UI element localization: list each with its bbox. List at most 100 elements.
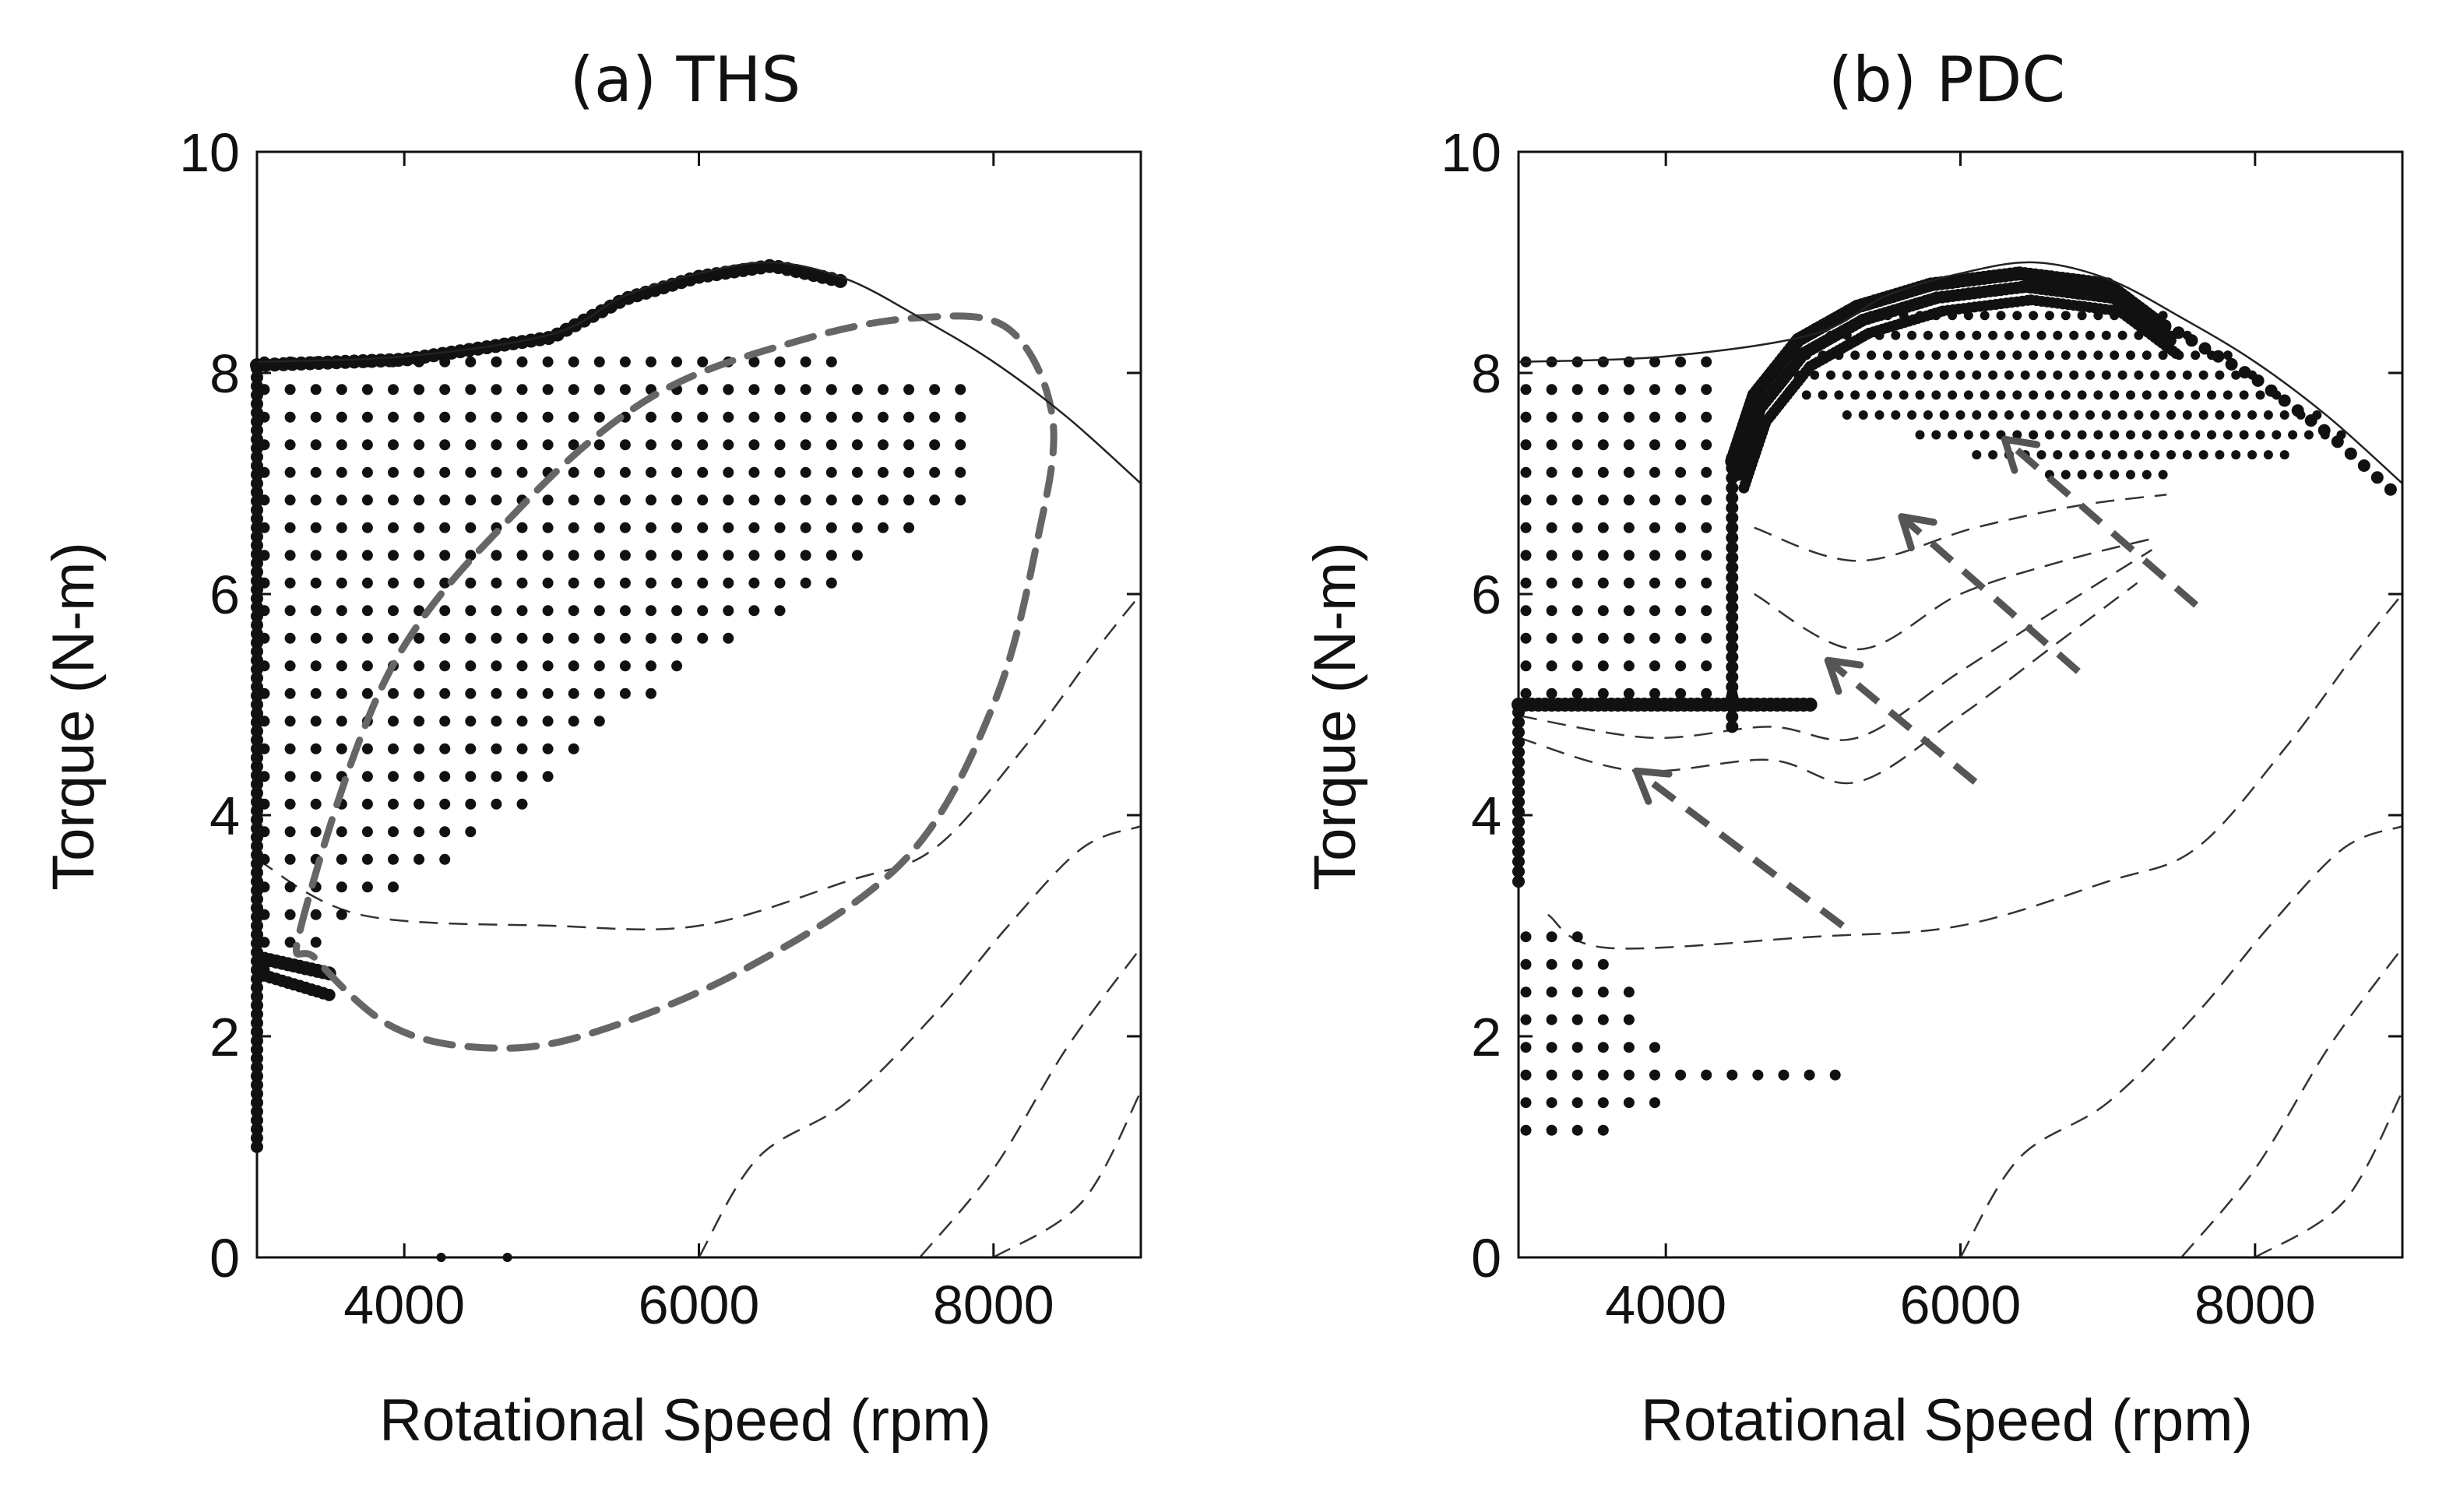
operating-point (1546, 660, 1557, 672)
operating-point (336, 743, 347, 754)
operating-point (2191, 350, 2201, 360)
operating-point (2004, 330, 2014, 340)
operating-point (1939, 370, 1949, 380)
arrow (1898, 513, 2081, 674)
operating-point (465, 743, 477, 754)
operating-point (2255, 390, 2265, 400)
operating-point (1726, 641, 1739, 654)
operating-point (646, 550, 656, 561)
operating-point (800, 356, 811, 367)
operating-point (1623, 986, 1635, 998)
operating-point (284, 522, 296, 533)
operating-point (465, 798, 477, 810)
operating-point (878, 494, 889, 506)
operating-point (1546, 494, 1557, 506)
operating-point (1882, 390, 1892, 400)
operating-point (336, 605, 347, 617)
operating-point (516, 550, 528, 561)
operating-point (2182, 370, 2192, 380)
operating-point (542, 716, 554, 727)
operating-point (1899, 350, 1909, 360)
operating-point (2215, 450, 2225, 460)
operating-point (697, 605, 709, 617)
operating-point (2053, 450, 2063, 460)
operating-point (2231, 410, 2241, 420)
operating-point (1571, 931, 1583, 943)
operating-point (593, 605, 605, 617)
operating-point (361, 522, 373, 533)
operating-point (723, 605, 734, 617)
operating-point (671, 356, 683, 367)
operating-point (1571, 632, 1583, 644)
operating-point (1571, 550, 1583, 561)
operating-point (516, 716, 528, 727)
operating-point (697, 632, 709, 644)
operating-point (929, 384, 941, 396)
operating-point (1520, 605, 1532, 617)
operating-point (439, 771, 451, 782)
operating-point (491, 356, 502, 367)
operating-point (1980, 350, 1990, 360)
high-efficiency-region-layer (292, 312, 1058, 1052)
operating-point (1623, 494, 1635, 506)
operating-point (2174, 350, 2184, 360)
operating-point (2110, 390, 2120, 400)
operating-point (671, 494, 683, 506)
operating-point (671, 605, 683, 617)
arrow-shaft (1825, 657, 1978, 785)
operating-point (1980, 390, 1990, 400)
operating-point (723, 411, 734, 423)
operating-point (388, 798, 399, 810)
operating-point (1923, 330, 1933, 340)
operating-point (414, 466, 425, 478)
operating-point (1931, 430, 1941, 440)
operating-point (619, 522, 631, 533)
operating-point (414, 494, 425, 506)
operating-point (1988, 410, 1998, 420)
operating-point (1597, 356, 1609, 367)
operating-point (1649, 384, 1660, 396)
operating-point (1726, 650, 1739, 663)
operating-point (2117, 410, 2127, 420)
operating-point (2191, 390, 2201, 400)
operating-point (1546, 1097, 1557, 1109)
operating-point (671, 550, 683, 561)
operating-point (800, 577, 811, 589)
operating-point (2020, 370, 2030, 380)
operating-point (2029, 350, 2039, 360)
operating-point (1726, 551, 1739, 564)
operating-point (593, 716, 605, 727)
operating-point (491, 716, 502, 727)
operating-point (1818, 350, 1828, 360)
operating-point (1963, 311, 1973, 321)
operating-point (2215, 370, 2225, 380)
operating-point (439, 466, 451, 478)
operating-point (542, 605, 554, 617)
operating-point (1597, 522, 1609, 533)
operating-point (2288, 430, 2298, 440)
tick-labels: 4000 6000 8000 0 2 4 6 8 10 (179, 122, 1141, 1335)
operating-point (825, 411, 837, 423)
operating-point (388, 743, 399, 754)
operating-point (800, 494, 811, 506)
operating-point (414, 853, 425, 865)
operating-point (800, 466, 811, 478)
operating-point (465, 494, 477, 506)
operating-point (1701, 577, 1712, 589)
operating-point (1907, 410, 1917, 420)
operating-point (2166, 370, 2176, 380)
operating-point (1858, 410, 1868, 420)
plot-frame (255, 150, 1142, 1259)
operating-point (310, 439, 322, 451)
operating-point (1546, 632, 1557, 644)
operating-point (414, 605, 425, 617)
operating-point (2126, 390, 2135, 400)
operating-point (646, 494, 656, 506)
operating-point (2077, 390, 2087, 400)
operating-point (2110, 469, 2120, 480)
operating-point (388, 605, 399, 617)
operating-point (774, 439, 786, 451)
operating-point (1597, 577, 1609, 589)
operating-point (284, 632, 296, 644)
operating-point (825, 494, 837, 506)
